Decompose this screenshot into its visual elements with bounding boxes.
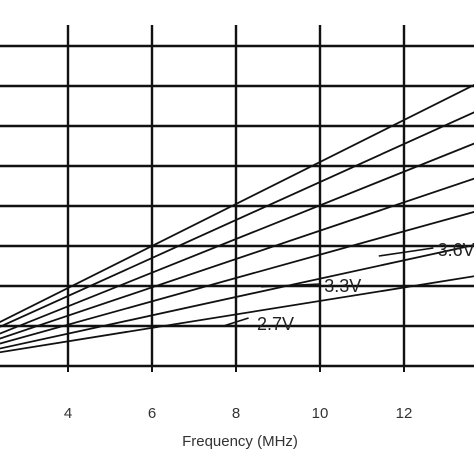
series-line-3 bbox=[0, 210, 474, 345]
x-tick-label-5: 12 bbox=[396, 405, 413, 422]
grid bbox=[0, 25, 474, 372]
x-tick-label-4: 10 bbox=[312, 405, 329, 422]
series-line-1 bbox=[0, 275, 474, 354]
x-tick-label-1: 4 bbox=[64, 405, 72, 422]
x-axis-title: Frequency (MHz) bbox=[182, 433, 298, 450]
series-line-7 bbox=[0, 83, 474, 324]
series-line-6 bbox=[0, 111, 474, 328]
annotation-label-3: 3.6V bbox=[438, 240, 474, 260]
annotation-leader-1 bbox=[223, 317, 249, 327]
series-line-2 bbox=[0, 244, 474, 350]
x-tick-labels: 4 6 8 10 12 bbox=[64, 405, 413, 422]
annotation-label-2: 3.3V bbox=[324, 276, 361, 296]
annotation-label-1: 2.7V bbox=[257, 314, 294, 334]
annotation-leader-2 bbox=[261, 283, 321, 288]
annotation-leader-3 bbox=[378, 247, 434, 257]
annotations: 2.7V 3.3V 3.6V bbox=[223, 240, 474, 334]
series-group bbox=[0, 83, 474, 354]
x-tick-label-3: 8 bbox=[232, 405, 240, 422]
series-line-5 bbox=[0, 142, 474, 335]
x-tick-label-2: 6 bbox=[148, 405, 156, 422]
series-line-4 bbox=[0, 177, 474, 340]
